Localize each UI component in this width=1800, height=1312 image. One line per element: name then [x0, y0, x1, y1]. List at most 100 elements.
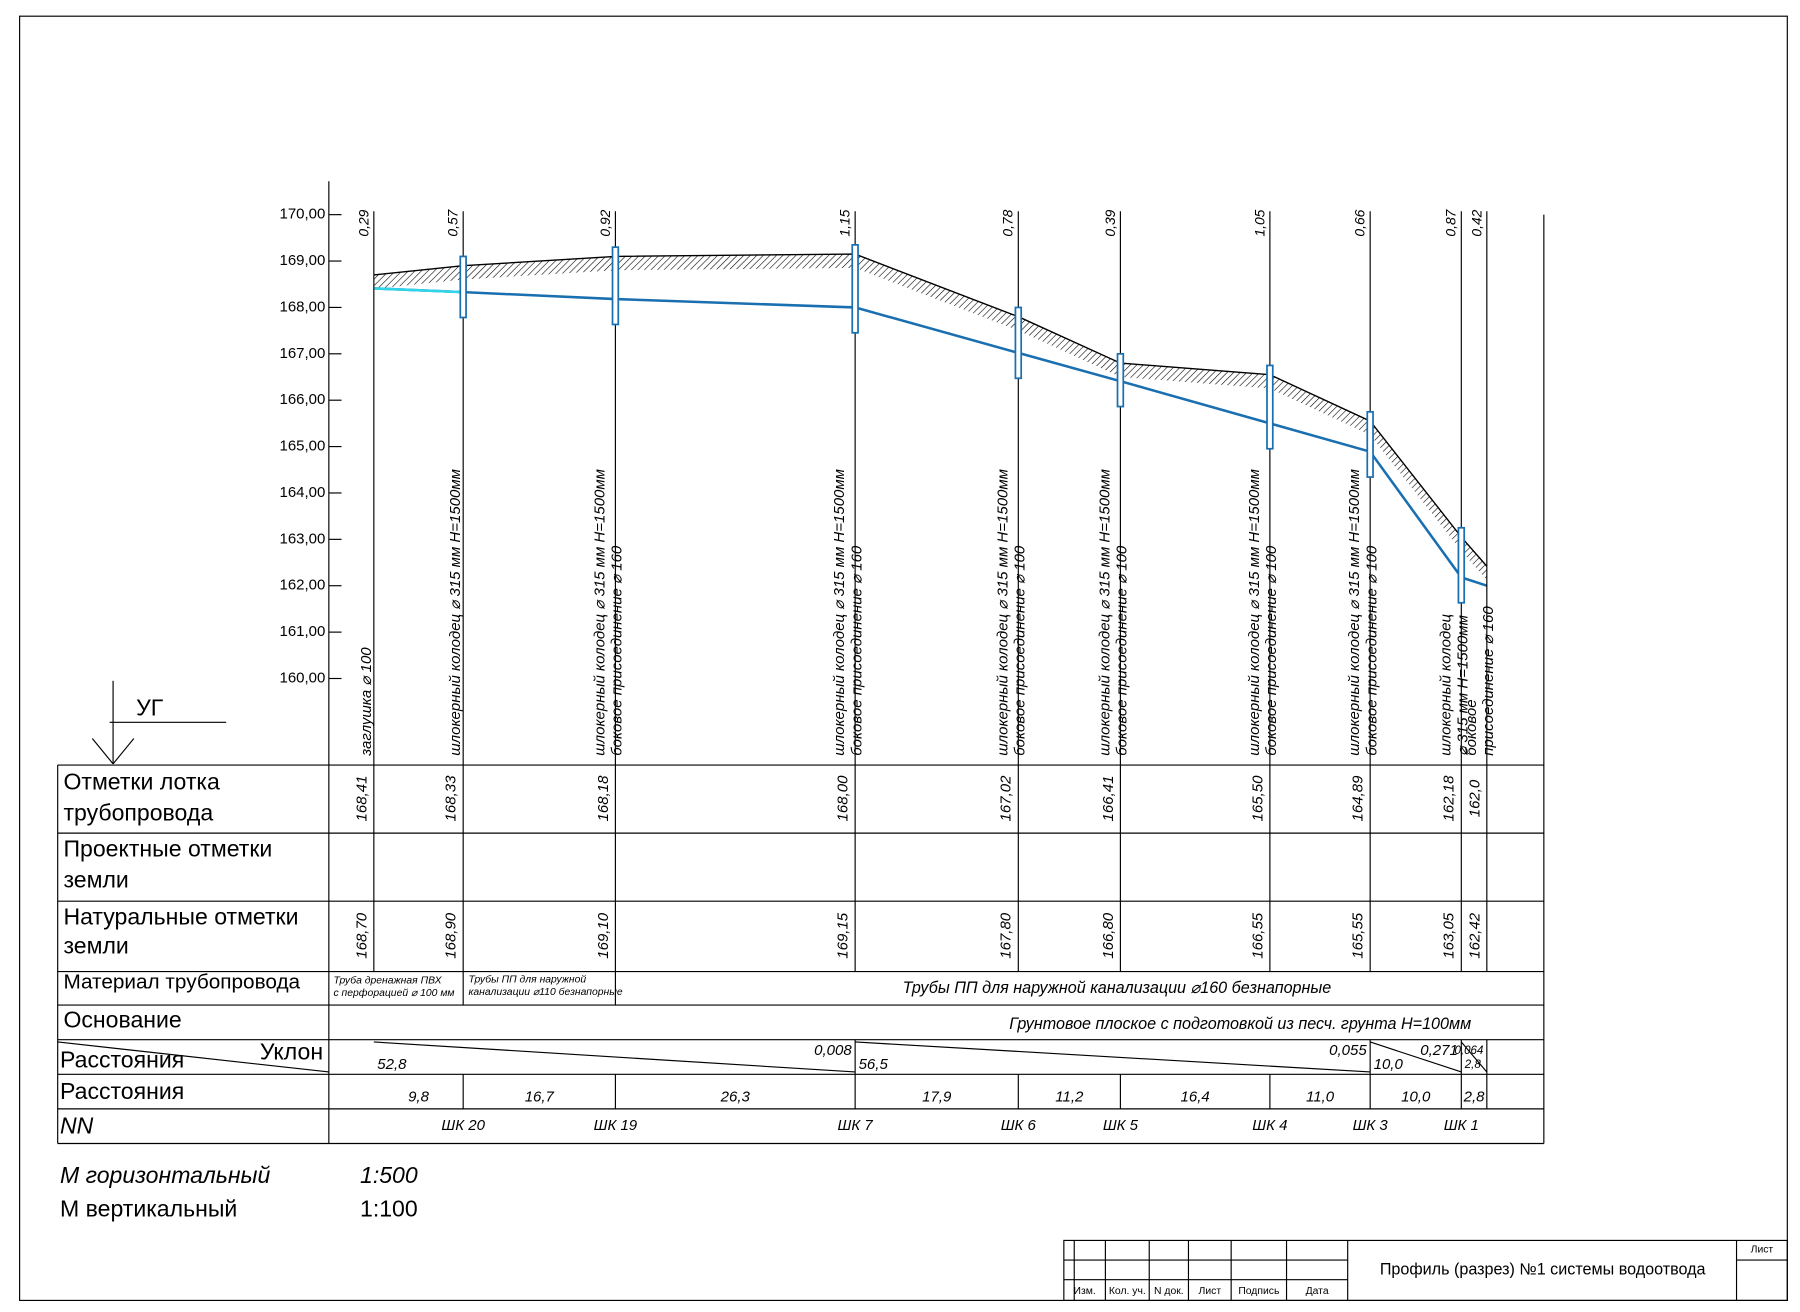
- scale-value: 1:500: [360, 1162, 418, 1188]
- elevation-tick-label: 162,00: [279, 577, 325, 594]
- drawing-title: Профиль (разрез) №1 системы водоотвода: [1380, 1261, 1706, 1279]
- depth-label: 0,87: [1443, 208, 1459, 236]
- station-description: боковое присоединение ⌀ 160: [609, 545, 626, 756]
- ground-value: 168,70: [353, 912, 370, 959]
- station-description: боковое: [1463, 699, 1480, 755]
- well: [1457, 526, 1466, 604]
- material-text: канализации ⌀110 безнапорные: [468, 986, 622, 998]
- well: [1014, 306, 1023, 380]
- invert-value: 162,18: [1441, 775, 1458, 822]
- invert-value: 168,18: [595, 775, 612, 822]
- distance-value: 11,0: [1306, 1088, 1335, 1105]
- depth-label: 0,42: [1468, 209, 1484, 236]
- elevation-tick-label: 166,00: [279, 391, 325, 408]
- ground-value: 168,90: [443, 912, 460, 959]
- slope-value: 0,271: [1420, 1042, 1458, 1059]
- distance-value: 9,8: [408, 1088, 430, 1105]
- depth-label: 0,92: [597, 209, 613, 236]
- station-id: ШК 6: [1001, 1117, 1037, 1134]
- ground-value: 169,10: [595, 912, 612, 959]
- material-text: Трубы ПП для наружной канализации ⌀160 б…: [903, 979, 1332, 997]
- station-description: заглушка ⌀ 100: [358, 647, 375, 757]
- slope-diagonal: [373, 1041, 856, 1073]
- elevation-tick-label: 168,00: [279, 298, 325, 315]
- elevation-tick-label: 167,00: [279, 345, 325, 362]
- depth-label: 1,05: [1251, 209, 1267, 236]
- station-description: шлокерный колодец ⌀ 315 мм H=1500мм: [591, 469, 608, 756]
- well: [851, 243, 859, 334]
- station-description: боковое присоединение ⌀ 100: [1012, 545, 1029, 756]
- scale-label: М вертикальный: [60, 1196, 237, 1222]
- sheet-label: Лист: [1751, 1244, 1774, 1255]
- rule: [57, 1041, 329, 1073]
- row-label: Уклон: [260, 1039, 323, 1065]
- invert-value: 168,33: [443, 775, 460, 822]
- slope-length: 10,0: [1374, 1056, 1404, 1073]
- title-block-header: Дата: [1306, 1286, 1329, 1297]
- station-description: боковое присоединение ⌀ 100: [1263, 545, 1280, 756]
- row-label: Натуральные отметки: [63, 904, 298, 930]
- slope-value: 0,055: [1329, 1042, 1367, 1059]
- well: [459, 255, 467, 319]
- ground-value: 162,42: [1466, 912, 1483, 959]
- depth-label: 0,29: [355, 209, 371, 236]
- slope-value: 0,008: [814, 1042, 852, 1059]
- station-description: боковое присоединение ⌀ 100: [1114, 545, 1131, 756]
- station-description: шлокерный колодец ⌀ 315 мм H=1500мм: [994, 469, 1011, 756]
- row-label: NN: [60, 1112, 94, 1138]
- station-description: ⌀ 315 мм H=1500мм: [1455, 615, 1472, 756]
- material-text: Трубы ПП для наружной: [468, 973, 586, 985]
- station-description: шлокерный колодец ⌀ 315 мм H=1500мм: [1096, 469, 1113, 756]
- station-id: ШК 1: [1444, 1117, 1479, 1134]
- depth-label: 1,15: [837, 209, 853, 236]
- ground-value: 169,15: [835, 912, 852, 959]
- invert-value: 168,00: [835, 775, 852, 822]
- distance-value: 16,7: [525, 1088, 555, 1105]
- well: [1266, 364, 1274, 450]
- title-block-header: Кол. уч.: [1109, 1286, 1146, 1297]
- scale-value: 1:100: [360, 1196, 418, 1222]
- station-description: присоединение ⌀ 160: [1480, 606, 1497, 756]
- material-text: Труба дренажная ПВХ: [333, 975, 442, 987]
- station-description: шлокерный колодец ⌀ 315 мм H=1500мм: [1246, 469, 1263, 756]
- ground-hatch: [373, 254, 1487, 581]
- well: [611, 246, 620, 326]
- invert-value: 164,89: [1350, 775, 1367, 822]
- station-id: ШК 3: [1353, 1117, 1389, 1134]
- row-label: Расстояния: [60, 1047, 184, 1073]
- title-block-header: Изм.: [1073, 1286, 1095, 1297]
- station-id: ШК 20: [441, 1117, 485, 1134]
- elevation-tick-label: 163,00: [279, 530, 325, 547]
- slope-length: 52,8: [377, 1056, 407, 1073]
- base-text: Грунтовое плоское с подготовкой из песч.…: [1009, 1015, 1471, 1033]
- row-label: Расстояния: [60, 1078, 184, 1104]
- invert-value: 168,41: [353, 776, 370, 822]
- slope-value: 0,064: [1455, 1045, 1484, 1057]
- depth-label: 0,66: [1352, 209, 1368, 236]
- invert-value: 167,02: [998, 775, 1015, 822]
- elevation-tick-label: 164,00: [279, 484, 325, 501]
- ground-value: 167,80: [998, 912, 1015, 959]
- elevation-tick-label: 165,00: [279, 438, 325, 455]
- slope-diagonal: [1460, 1041, 1488, 1073]
- slope-diagonal: [1369, 1041, 1462, 1073]
- station-description: шлокерный колодец ⌀ 315 мм H=1500мм: [447, 469, 464, 756]
- sheet-frame: [19, 15, 1788, 1301]
- scale-label: М горизонтальный: [60, 1162, 271, 1188]
- station-id: ШК 5: [1103, 1117, 1139, 1134]
- distance-value: 26,3: [720, 1088, 751, 1105]
- ground-value: 166,55: [1249, 912, 1266, 959]
- ug-label: УГ: [136, 695, 164, 721]
- depth-label: 0,78: [1000, 209, 1016, 236]
- slope-length: 56,5: [859, 1056, 889, 1073]
- title-block: Профиль (разрез) №1 системы водоотвода Л…: [1063, 1239, 1788, 1301]
- title-block-header: Подпись: [1238, 1286, 1279, 1297]
- invert-value: 165,50: [1249, 775, 1266, 822]
- distance-value: 10,0: [1401, 1088, 1431, 1105]
- depth-label: 0,57: [445, 208, 461, 236]
- distance-value: 17,9: [922, 1088, 952, 1105]
- ground-value: 163,05: [1441, 912, 1458, 959]
- row-label: земли: [63, 932, 128, 958]
- title-block-header: Лист: [1199, 1286, 1222, 1297]
